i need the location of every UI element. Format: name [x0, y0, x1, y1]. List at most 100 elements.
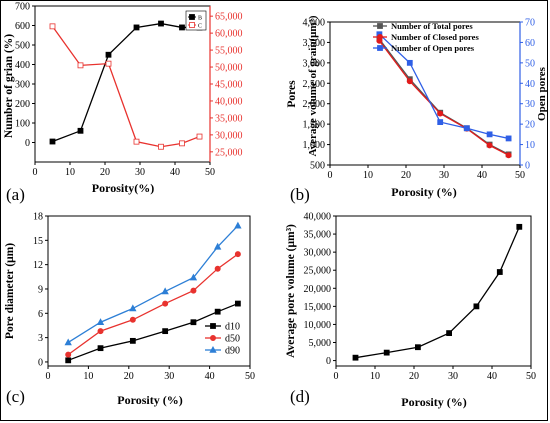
data-point-1 — [406, 78, 413, 85]
x-tick-label: 0 — [328, 170, 333, 181]
y-tick-label: 3,500 — [303, 38, 326, 49]
y-tick-label: 300 — [15, 80, 30, 91]
y-tick-label: 500 — [310, 161, 325, 172]
data-point-1 — [77, 62, 84, 69]
y-tick-label: 3 — [38, 333, 43, 344]
y-tick-label: 18 — [33, 212, 43, 223]
data-point-2 — [214, 242, 222, 250]
y-axis-label: Pore diameter (μm) — [4, 243, 16, 339]
data-point-0 — [179, 24, 185, 31]
data-point-2 — [505, 135, 512, 142]
data-point-0 — [516, 223, 523, 230]
legend-label: Number of Closed pores — [391, 32, 479, 42]
x-tick-label: 10 — [83, 371, 93, 382]
y-right-tick-label: 65,000 — [215, 12, 243, 23]
legend-marker — [189, 14, 195, 20]
y-tick-label: 40,000 — [304, 212, 332, 223]
legend-label: C — [198, 24, 202, 30]
x-tick-label: 20 — [401, 170, 411, 181]
data-point-1 — [179, 140, 185, 147]
data-point-1 — [162, 300, 169, 307]
panel-label: (c) — [6, 387, 25, 406]
x-axis-label: Porosity (%) — [401, 395, 466, 409]
legend-label: Number of Total pores — [391, 21, 473, 31]
data-point-1 — [214, 265, 221, 272]
panel-label: (a) — [6, 185, 25, 204]
series-line-0 — [355, 226, 520, 359]
legend-label: B — [198, 16, 202, 22]
data-point-1 — [158, 143, 164, 150]
legend-label: d90 — [225, 346, 240, 357]
panel-0: 0 10 20 30 40 50010020030040050060070025,0003… — [3, 2, 319, 205]
y-right-axis-label: Open pores — [536, 66, 548, 121]
data-point-1 — [196, 133, 203, 140]
series-line-1 — [378, 40, 509, 156]
x-tick-label: 0 — [334, 371, 339, 382]
data-point-2 — [486, 131, 493, 138]
x-tick-label: 30 — [164, 371, 174, 382]
series-line-2 — [378, 33, 509, 140]
legend-marker — [209, 334, 216, 341]
y-right-tick-label: 40 — [525, 79, 535, 90]
y-tick-label: 500 — [15, 41, 30, 52]
legend-marker — [376, 34, 383, 41]
data-point-0 — [496, 269, 503, 275]
series-line-0 — [52, 22, 200, 143]
data-point-0 — [133, 24, 140, 31]
x-tick-label: 50 — [526, 371, 536, 382]
plot-area — [47, 215, 251, 367]
data-point-1 — [505, 152, 512, 159]
x-tick-label: 50 — [515, 170, 525, 181]
y-tick-label: 25,000 — [304, 266, 332, 277]
y-tick-label: 700 — [15, 2, 30, 13]
data-point-1 — [133, 138, 140, 145]
y-right-tick-label: 0 — [525, 161, 530, 172]
data-point-0 — [65, 357, 72, 364]
data-point-1 — [65, 351, 72, 358]
legend-label: d50 — [225, 334, 240, 345]
x-axis-label: Porosity(%) — [92, 181, 154, 195]
y-tick-label: 2,000 — [303, 99, 326, 110]
data-point-0 — [129, 337, 136, 344]
data-point-2 — [437, 119, 444, 125]
y-right-tick-label: 20 — [525, 120, 535, 131]
y-right-tick-label: 35,000 — [215, 113, 243, 124]
x-axis-label: Porosity (%) — [391, 185, 456, 199]
y-right-tick-label: 60 — [525, 38, 535, 49]
data-point-2 — [406, 59, 413, 66]
y-tick-label: 12 — [33, 260, 43, 271]
data-point-1 — [105, 60, 112, 67]
data-point-2 — [189, 273, 198, 281]
y-tick-label: 15 — [33, 236, 43, 247]
data-point-0 — [383, 349, 390, 356]
data-point-0 — [352, 354, 359, 361]
legend-label: d10 — [225, 322, 240, 333]
x-axis-label: Porosity (%) — [117, 393, 182, 407]
panel-label: (d) — [290, 387, 310, 406]
y-tick-label: 20,000 — [304, 284, 332, 295]
legend-label: Number of Open pores — [391, 43, 475, 53]
data-point-2 — [463, 125, 470, 132]
panel-1: 0 10 20 30 40 505001,0001,5002,0002,5003,0003… — [286, 18, 548, 205]
data-point-0 — [190, 319, 197, 326]
x-tick-label: 10 — [370, 371, 380, 382]
y-right-tick-label: 10 — [525, 140, 535, 151]
data-point-1 — [49, 23, 56, 30]
y-right-tick-label: 45,000 — [215, 80, 243, 91]
data-point-0 — [158, 20, 164, 27]
panel-label: (b) — [290, 185, 310, 204]
y-axis-label: Average pore volume (μm³) — [285, 224, 297, 358]
y-tick-label: 4,000 — [303, 18, 326, 29]
y-tick-label: 0 — [326, 356, 331, 367]
x-tick-label: 30 — [448, 371, 458, 382]
y-tick-label: 2,500 — [303, 79, 326, 90]
y-tick-label: 3,000 — [303, 58, 326, 69]
y-tick-label: 200 — [15, 99, 30, 110]
data-point-1 — [129, 316, 136, 323]
y-tick-label: 100 — [15, 119, 30, 130]
y-tick-label: 30,000 — [304, 248, 332, 259]
x-tick-label: 20 — [100, 167, 110, 178]
y-tick-label: 1,500 — [303, 120, 326, 131]
x-tick-label: 0 — [33, 167, 38, 178]
